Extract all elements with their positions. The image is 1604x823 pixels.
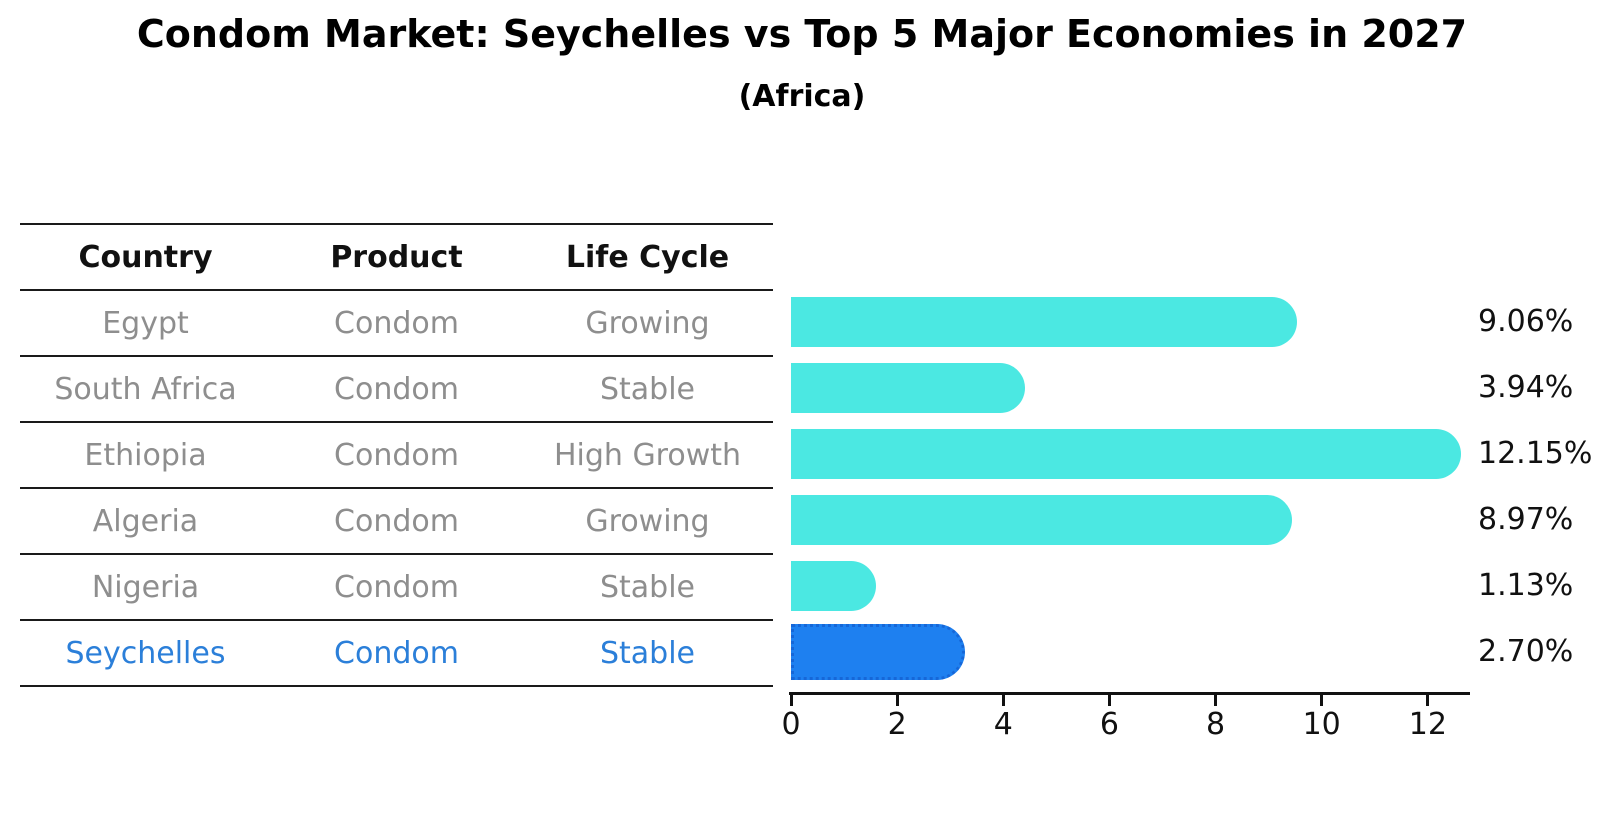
table-cell-product: Condom bbox=[334, 635, 459, 671]
table-cell-life-cycle: Stable bbox=[599, 371, 696, 407]
chart-subtitle: (Africa) bbox=[738, 79, 866, 114]
bar-value-label: 8.97% bbox=[1478, 502, 1574, 537]
bar-value-label: 3.94% bbox=[1478, 370, 1574, 405]
bar bbox=[791, 429, 1461, 479]
bar bbox=[791, 561, 876, 611]
x-axis-tick-label: 10 bbox=[1302, 707, 1341, 742]
table-cell-product: Condom bbox=[334, 437, 459, 473]
bar bbox=[791, 297, 1297, 347]
x-axis-tick bbox=[1001, 695, 1005, 706]
table-cell-country: Egypt bbox=[102, 305, 189, 341]
x-axis-tick bbox=[895, 695, 899, 706]
x-axis-tick bbox=[1214, 695, 1218, 706]
bar-value-label: 1.13% bbox=[1478, 568, 1574, 603]
table-row: Algeria Condom Growing bbox=[20, 487, 773, 553]
table-cell-country: Nigeria bbox=[91, 569, 200, 605]
table-cell-life-cycle: Stable bbox=[599, 569, 696, 605]
table-cell-product: Condom bbox=[334, 371, 459, 407]
table-cell-country: South Africa bbox=[54, 371, 237, 407]
x-axis-tick-label: 4 bbox=[993, 707, 1013, 742]
x-axis-tick bbox=[1107, 695, 1111, 706]
table-row: Nigeria Condom Stable bbox=[20, 553, 773, 619]
table-cell-country: Ethiopia bbox=[84, 437, 207, 473]
table-row: Ethiopia Condom High Growth bbox=[20, 421, 773, 487]
table-cell-country: Seychelles bbox=[65, 635, 226, 671]
bar-value-label: 12.15% bbox=[1478, 436, 1593, 471]
table-cell-country: Algeria bbox=[92, 503, 199, 539]
x-axis-line bbox=[789, 692, 1470, 695]
table-header-row: Country Product Life Cycle bbox=[20, 223, 773, 289]
x-axis-tick bbox=[1320, 695, 1324, 706]
x-axis-tick bbox=[1426, 695, 1430, 706]
bar-value-label: 2.70% bbox=[1478, 634, 1574, 669]
table-cell-life-cycle: High Growth bbox=[553, 437, 742, 473]
country-table: Country Product Life Cycle Egypt Condom Growi… bbox=[20, 223, 773, 687]
table-row: Egypt Condom Growing bbox=[20, 289, 773, 355]
x-axis-tick-label: 0 bbox=[781, 707, 801, 742]
table-row: South Africa Condom Stable bbox=[20, 355, 773, 421]
column-header: Product bbox=[330, 239, 463, 275]
table-cell-product: Condom bbox=[334, 503, 459, 539]
table-cell-life-cycle: Growing bbox=[585, 503, 710, 539]
table-cell-product: Condom bbox=[334, 569, 459, 605]
bar bbox=[791, 495, 1293, 545]
bar-seychelles-highlight bbox=[791, 624, 966, 680]
table-cell-life-cycle: Growing bbox=[585, 305, 710, 341]
table-cell-product: Condom bbox=[334, 305, 459, 341]
table-cell-life-cycle: Stable bbox=[599, 635, 696, 671]
table-row: Seychelles Condom Stable bbox=[20, 619, 773, 685]
x-axis-tick-label: 6 bbox=[1099, 707, 1119, 742]
x-axis-tick bbox=[789, 695, 793, 706]
x-axis-tick-label: 8 bbox=[1206, 707, 1226, 742]
chart-title: Condom Market: Seychelles vs Top 5 Major… bbox=[136, 12, 1468, 56]
x-axis-tick-label: 12 bbox=[1408, 707, 1447, 742]
x-axis-tick-label: 2 bbox=[887, 707, 907, 742]
column-header: Life Cycle bbox=[565, 239, 730, 275]
bar-value-label: 9.06% bbox=[1478, 304, 1574, 339]
bar bbox=[791, 363, 1026, 413]
column-header: Country bbox=[78, 239, 213, 275]
